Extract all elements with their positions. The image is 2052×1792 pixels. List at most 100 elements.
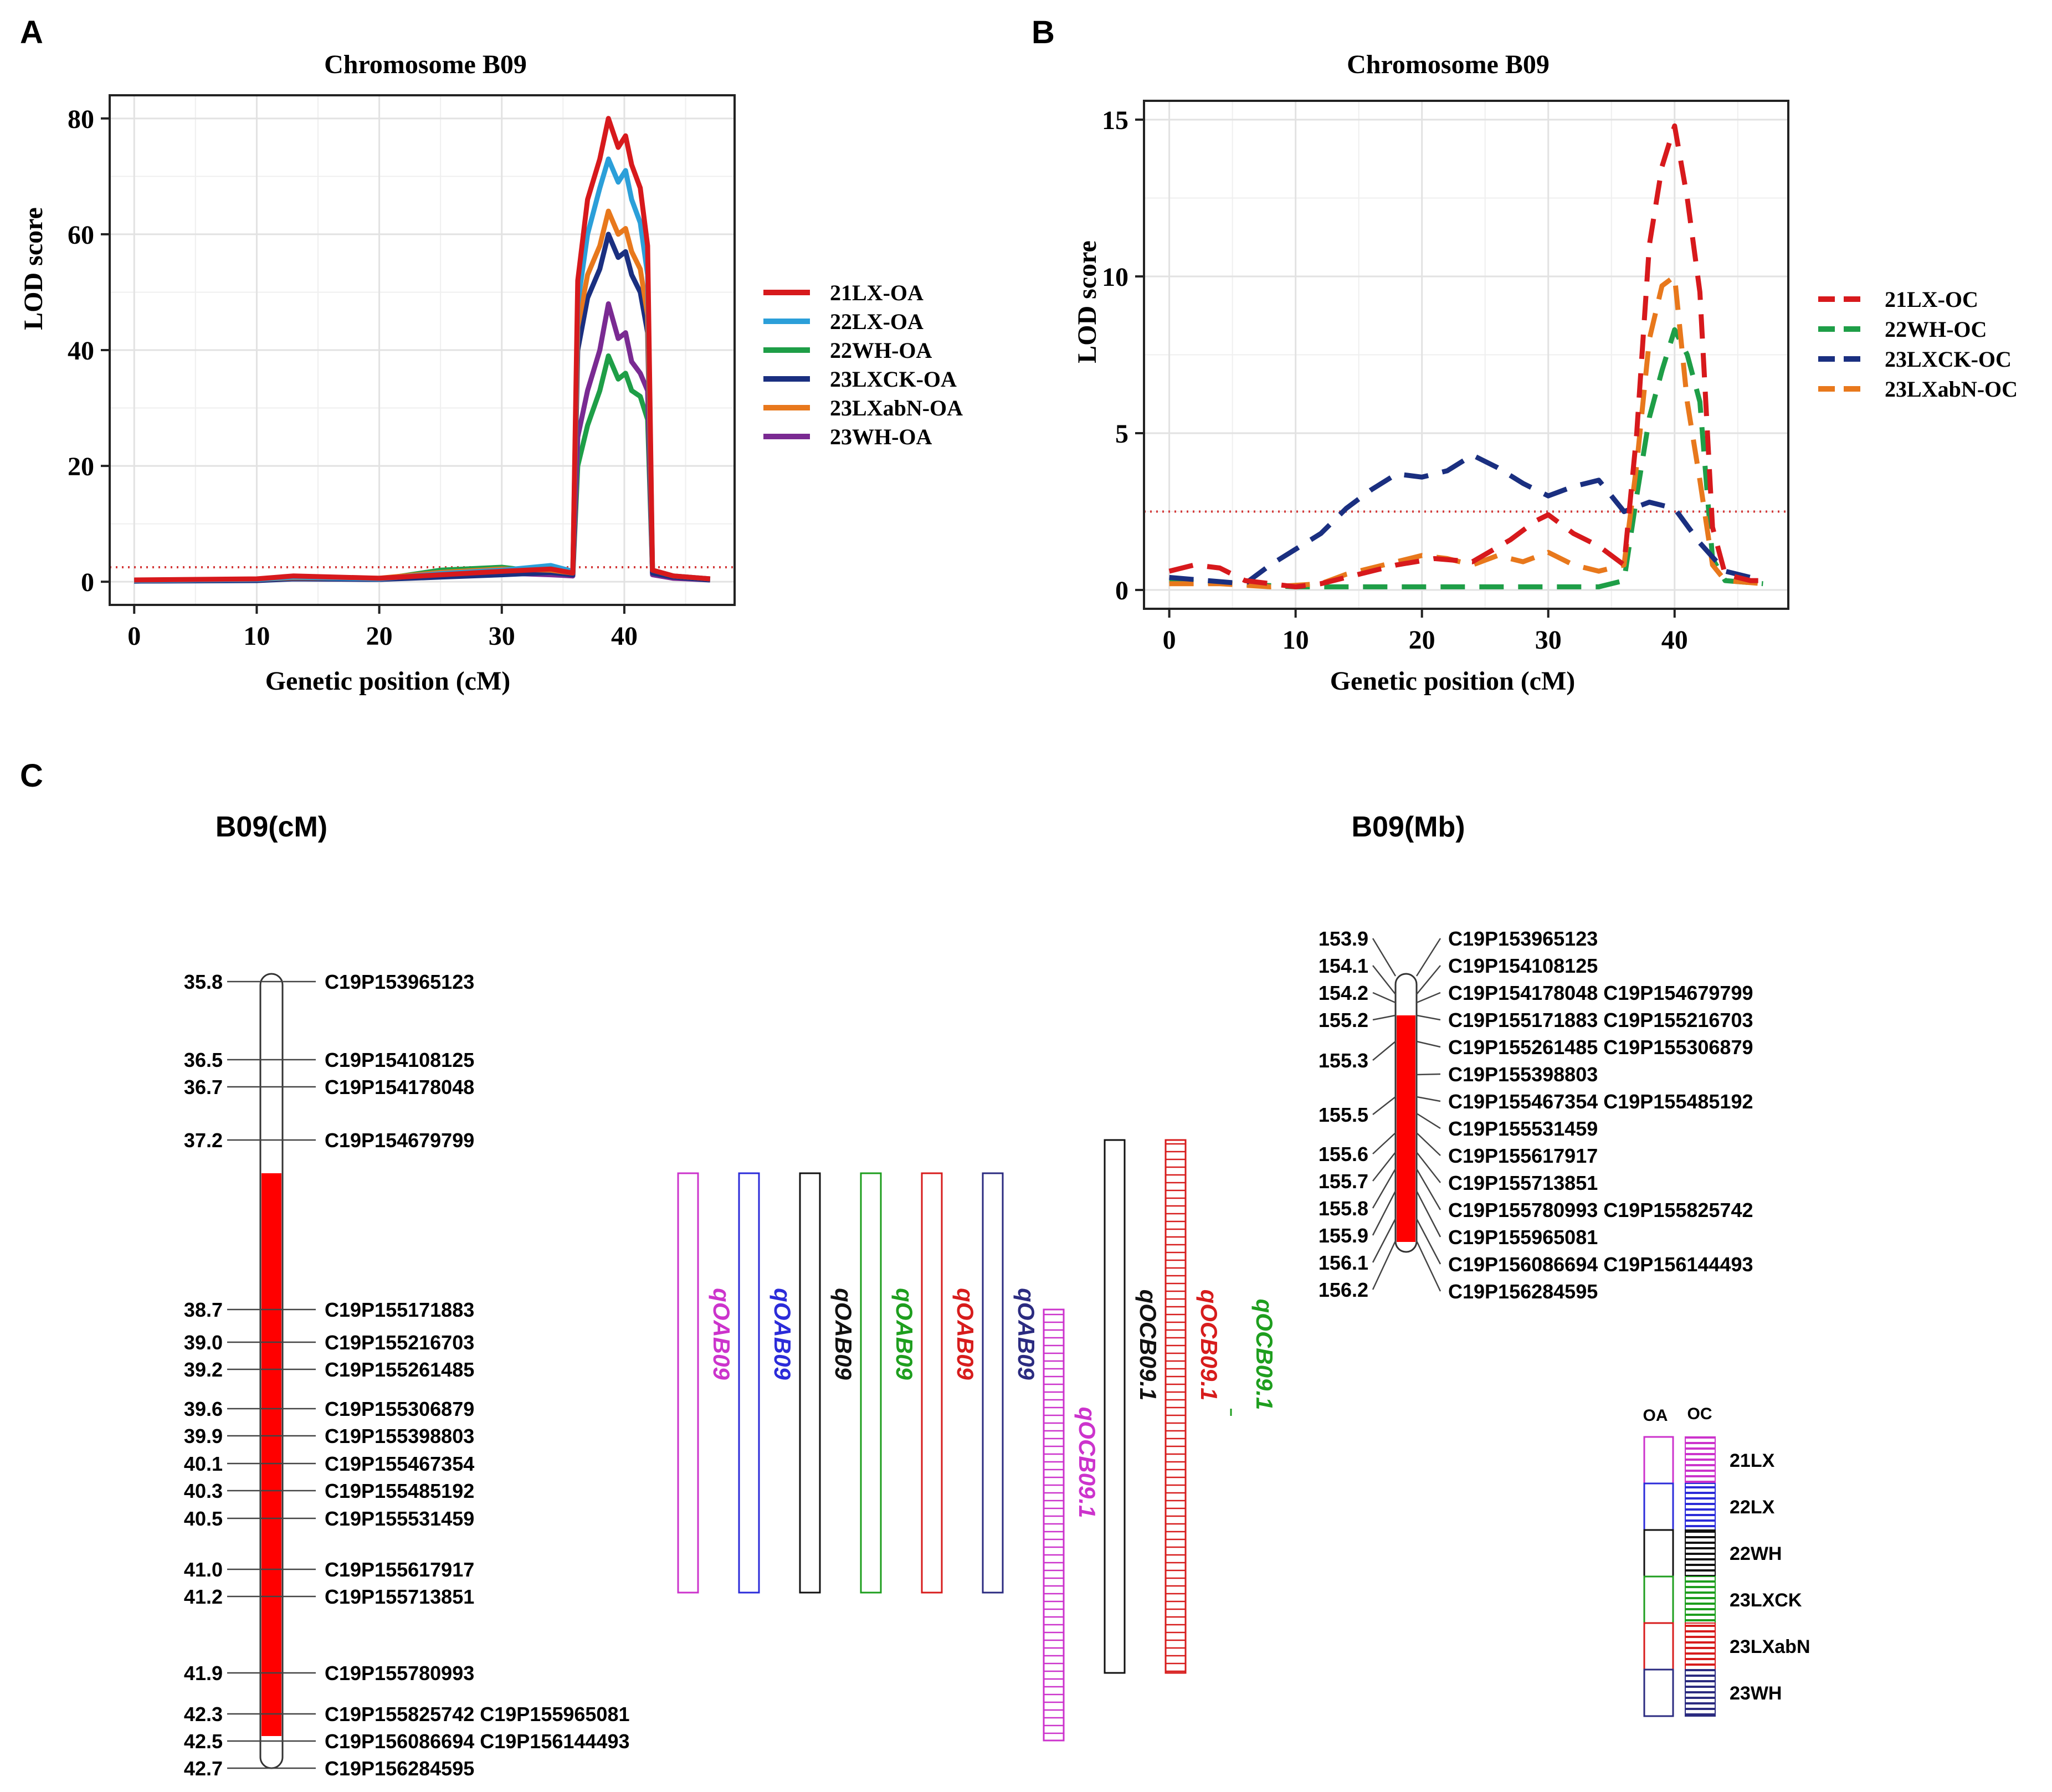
marker-name: C19P156086694 C19P156144493 <box>1448 1253 1753 1276</box>
legend-label-22wh: 22WH-OA <box>830 338 932 363</box>
marker-name: C19P154178048 <box>325 1076 474 1098</box>
marker-name: C19P154679799 <box>325 1129 474 1152</box>
chart-a-plot-area: 0 10 20 30 40 0 20 40 60 80 <box>68 94 736 651</box>
x-tick-label: 40 <box>1661 625 1688 655</box>
marker-position: 42.5 <box>184 1730 223 1753</box>
marker-position: 39.6 <box>184 1398 223 1420</box>
marker-connector <box>1372 1096 1396 1115</box>
map-mb-chromosome: 153.9 154.1 154.2 155.2 155.3 155.5 155.6 155.7… <box>1319 927 1753 1303</box>
marker-position: 41.9 <box>184 1662 223 1685</box>
marker-connector <box>1372 938 1397 977</box>
legend-row-label: 21LX <box>1730 1450 1775 1471</box>
chart-b-plot-area: 0 10 20 30 40 0 5 10 15 <box>1102 100 1789 655</box>
marker-name: C19P156284595 <box>1448 1280 1598 1303</box>
y-tick-label: 60 <box>68 220 94 250</box>
legend-label-23lxabn: 23LXabN-OA <box>830 396 963 420</box>
marker-name: C19P155713851 <box>1448 1172 1598 1194</box>
marker-position: 37.2 <box>184 1129 223 1152</box>
marker-name: C19P155467354 C19P155485192 <box>1448 1090 1753 1113</box>
marker-connector <box>1415 938 1441 977</box>
marker-position: 155.2 <box>1319 1009 1368 1031</box>
chart-b-title: Chromosome B09 <box>1347 50 1550 79</box>
qtl-bar-label: qOCB09.1 <box>1074 1407 1100 1518</box>
marker-position: 39.9 <box>184 1425 223 1447</box>
marker-name: C19P155780993 <box>325 1662 474 1685</box>
marker-name: C19P155261485 C19P155306879 <box>1448 1036 1753 1059</box>
panel-label-c: C <box>20 758 43 794</box>
legend-label-23wh: 23WH-OA <box>830 424 932 449</box>
marker-connector <box>1415 1190 1441 1238</box>
marker-connector <box>1372 1218 1397 1263</box>
marker-connector <box>1416 1152 1441 1183</box>
legend-label-22wh: 22WH-OC <box>1885 317 1987 342</box>
marker-name: C19P155306879 <box>325 1398 474 1420</box>
series-line-21lx <box>1168 123 1763 589</box>
marker-name: C19P154108125 <box>325 1049 474 1071</box>
legend-label-22lx: 22LX-OA <box>830 309 924 334</box>
qtl-region-highlight <box>1397 1015 1415 1242</box>
marker-position: 155.9 <box>1319 1224 1368 1247</box>
marker-connector <box>1372 1168 1397 1209</box>
x-tick-label: 10 <box>243 622 270 651</box>
marker-name: C19P156284595 <box>325 1757 474 1780</box>
qtl-intervals: qOAB09 qOAB09 qOAB09 qOAB09 qOAB09 qOAB09 qOCB… <box>677 1139 1278 1742</box>
qtl-bar <box>738 1172 760 1594</box>
marker-position: 156.2 <box>1319 1278 1368 1301</box>
qtl-bar-label: qOAB09 <box>891 1288 917 1380</box>
chart-b-lod-oc: Chromosome B09 Genetic position (cM) LOD… <box>1073 50 2018 696</box>
chart-b-ylabel: LOD score <box>1073 240 1102 363</box>
chart-b-legend: 21LX-OC 22WH-OC 23LXCK-OC 23LXabN-OC <box>1818 287 2018 402</box>
panel-label-b: B <box>1032 14 1055 50</box>
marker-name: C19P155485192 <box>325 1480 474 1502</box>
y-tick-label: 10 <box>1102 263 1128 292</box>
legend-oc-swatch <box>1685 1436 1716 1484</box>
x-tick-label: 20 <box>1409 625 1435 655</box>
chart-a-xlabel: Genetic position (cM) <box>265 666 511 696</box>
legend-label-23lxabn: 23LXabN-OC <box>1885 377 2018 402</box>
marker-name: C19P155825742 C19P155965081 <box>325 1703 630 1726</box>
qtl-bar <box>677 1172 699 1594</box>
marker-connector <box>1372 1014 1396 1021</box>
qtl-bar <box>1104 1139 1126 1674</box>
qtl-bar-hatched <box>1164 1139 1187 1674</box>
marker-connector <box>1372 1190 1397 1236</box>
legend-row-label: 23LXCK <box>1730 1590 1802 1611</box>
marker-position: 36.5 <box>184 1049 223 1071</box>
qtl-bar-label: qOAB09 <box>770 1288 796 1380</box>
map-cm-chromosome: 35.8 C19P153965123 36.5 C19P154108125 36.7 C1… <box>184 971 630 1780</box>
marker-name: C19P155398803 <box>1448 1063 1598 1086</box>
marker-connector <box>1416 1073 1441 1076</box>
map-mb-title: B09(Mb) <box>1351 811 1465 843</box>
chart-a-legend: 21LX-OA 22LX-OA 22WH-OA 23LXCK-OA 23LXabN-OA… <box>763 280 963 449</box>
marker-position: 154.2 <box>1319 982 1368 1004</box>
marker-connector <box>1372 1152 1396 1182</box>
series-line-23lxabn <box>1169 274 1763 589</box>
marker-name: C19P154178048 C19P154679799 <box>1448 982 1753 1004</box>
marker-name: C19P155531459 <box>1448 1117 1598 1140</box>
map-cm-title: B09(cM) <box>216 811 327 843</box>
legend-row-label: 22WH <box>1730 1543 1782 1564</box>
marker-name: C19P155617917 <box>325 1558 474 1581</box>
y-tick-label: 5 <box>1115 419 1128 449</box>
qtl-bar-label: qOAB09 <box>952 1288 978 1380</box>
physical-map-mb: B09(Mb) 153.9154.1154.2155.2155.3155.515… <box>1319 811 1753 1303</box>
marker-name: C19P153965123 <box>325 971 474 993</box>
y-tick-label: 0 <box>81 568 94 597</box>
chart-a-lod-oa: Chromosome B09 Genetic position (cM) LOD… <box>19 50 963 696</box>
marker-position: 155.5 <box>1319 1103 1368 1126</box>
legend-label-21lx: 21LX-OC <box>1885 287 1978 312</box>
marker-connector <box>1372 992 1396 1004</box>
marker-position: 153.9 <box>1319 927 1368 950</box>
qtl-bar-label: qOAB09 <box>830 1288 856 1380</box>
marker-connector <box>1416 1096 1441 1102</box>
legend-oc-swatch <box>1685 1483 1716 1531</box>
legend-label-23lxck: 23LXCK-OC <box>1885 347 2012 372</box>
legend-header-oa: OA <box>1643 1406 1668 1425</box>
x-tick-label: 30 <box>1535 625 1562 655</box>
qtl-bar <box>982 1172 1004 1594</box>
qtl-bar-hatched <box>1043 1308 1065 1742</box>
marker-position: 41.0 <box>184 1558 223 1581</box>
marker-name: C19P155713851 <box>325 1585 474 1608</box>
legend-oa-swatch <box>1643 1575 1674 1624</box>
